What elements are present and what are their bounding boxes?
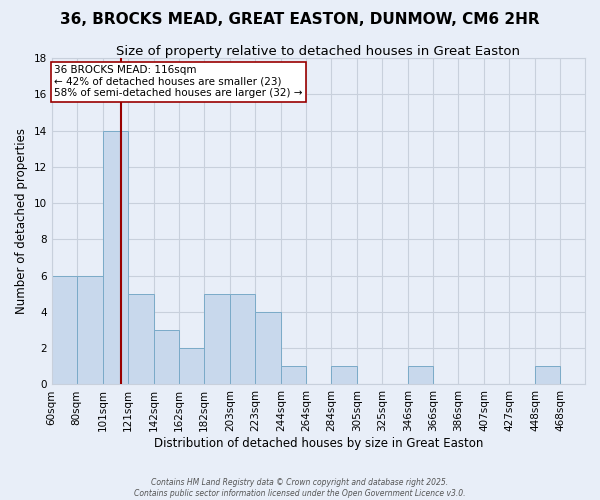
Bar	[77, 276, 103, 384]
X-axis label: Distribution of detached houses by size in Great Easton: Distribution of detached houses by size …	[154, 437, 483, 450]
Bar	[154, 330, 179, 384]
Title: Size of property relative to detached houses in Great Easton: Size of property relative to detached ho…	[116, 45, 520, 58]
Bar	[408, 366, 433, 384]
Bar	[103, 130, 128, 384]
Bar	[128, 294, 154, 384]
Text: Contains HM Land Registry data © Crown copyright and database right 2025.
Contai: Contains HM Land Registry data © Crown c…	[134, 478, 466, 498]
Bar	[179, 348, 203, 385]
Bar	[52, 276, 77, 384]
Bar	[281, 366, 306, 384]
Text: 36, BROCKS MEAD, GREAT EASTON, DUNMOW, CM6 2HR: 36, BROCKS MEAD, GREAT EASTON, DUNMOW, C…	[60, 12, 540, 28]
Bar	[331, 366, 357, 384]
Bar	[255, 312, 281, 384]
Bar	[203, 294, 230, 384]
Y-axis label: Number of detached properties: Number of detached properties	[15, 128, 28, 314]
Text: 36 BROCKS MEAD: 116sqm
← 42% of detached houses are smaller (23)
58% of semi-det: 36 BROCKS MEAD: 116sqm ← 42% of detached…	[54, 66, 302, 98]
Bar	[230, 294, 255, 384]
Bar	[535, 366, 560, 384]
